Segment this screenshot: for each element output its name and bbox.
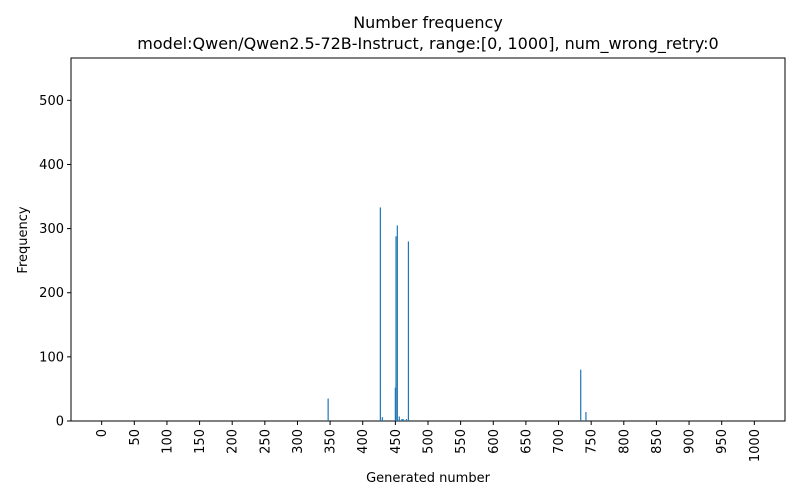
x-tick-label: 150 (193, 429, 208, 454)
x-tick-label: 350 (324, 429, 339, 454)
x-tick-label: 400 (356, 429, 371, 454)
x-axis-label: Generated number (366, 471, 490, 486)
plot-area (70, 57, 786, 422)
bar (398, 416, 400, 421)
x-tick-label: 700 (552, 429, 567, 454)
bar (585, 412, 587, 421)
bar (327, 398, 329, 421)
x-tick-label: 600 (487, 429, 502, 454)
bar (381, 417, 383, 421)
bars (327, 207, 587, 421)
x-tick-label: 550 (454, 429, 469, 454)
x-tick-label: 300 (291, 429, 306, 454)
x-tick-label: 1000 (748, 429, 763, 462)
x-tick-label: 50 (128, 429, 143, 446)
x-tick-label: 100 (160, 429, 175, 454)
y-tick-label: 0 (56, 415, 64, 430)
x-axis: 0 50 100 150 200 250 300 350 400 450 500 550 600 650 7… (95, 421, 763, 462)
x-tick-label: 850 (650, 429, 665, 454)
y-tick-label: 100 (39, 350, 64, 365)
bar (396, 225, 398, 421)
chart-title: Number frequency (353, 13, 503, 32)
x-tick-label: 250 (258, 429, 273, 454)
plot-frame (70, 57, 786, 422)
x-tick-label: 750 (585, 429, 600, 454)
bar (394, 387, 396, 421)
bar (580, 369, 582, 421)
x-tick-label: 800 (617, 429, 632, 454)
x-tick-label: 650 (519, 429, 534, 454)
y-axis: 0 100 200 300 400 500 (39, 94, 71, 430)
x-tick-label: 200 (226, 429, 241, 454)
y-tick-label: 300 (39, 222, 64, 237)
bar (401, 419, 403, 421)
x-tick-label: 0 (95, 429, 110, 437)
y-tick-label: 200 (39, 286, 64, 301)
y-tick-label: 400 (39, 158, 64, 173)
bar (379, 207, 381, 421)
bar (405, 419, 408, 421)
x-tick-label: 900 (683, 429, 698, 454)
bar (395, 236, 397, 421)
x-tick-label: 500 (422, 429, 437, 454)
y-axis-label: Frequency (16, 206, 31, 273)
y-tick-label: 500 (39, 94, 64, 109)
x-tick-label: 450 (389, 429, 404, 454)
bar (407, 241, 410, 421)
bar (402, 419, 404, 421)
chart-subtitle: model:Qwen/Qwen2.5-72B-Instruct, range:[… (137, 34, 718, 54)
x-tick-label: 950 (715, 429, 730, 454)
